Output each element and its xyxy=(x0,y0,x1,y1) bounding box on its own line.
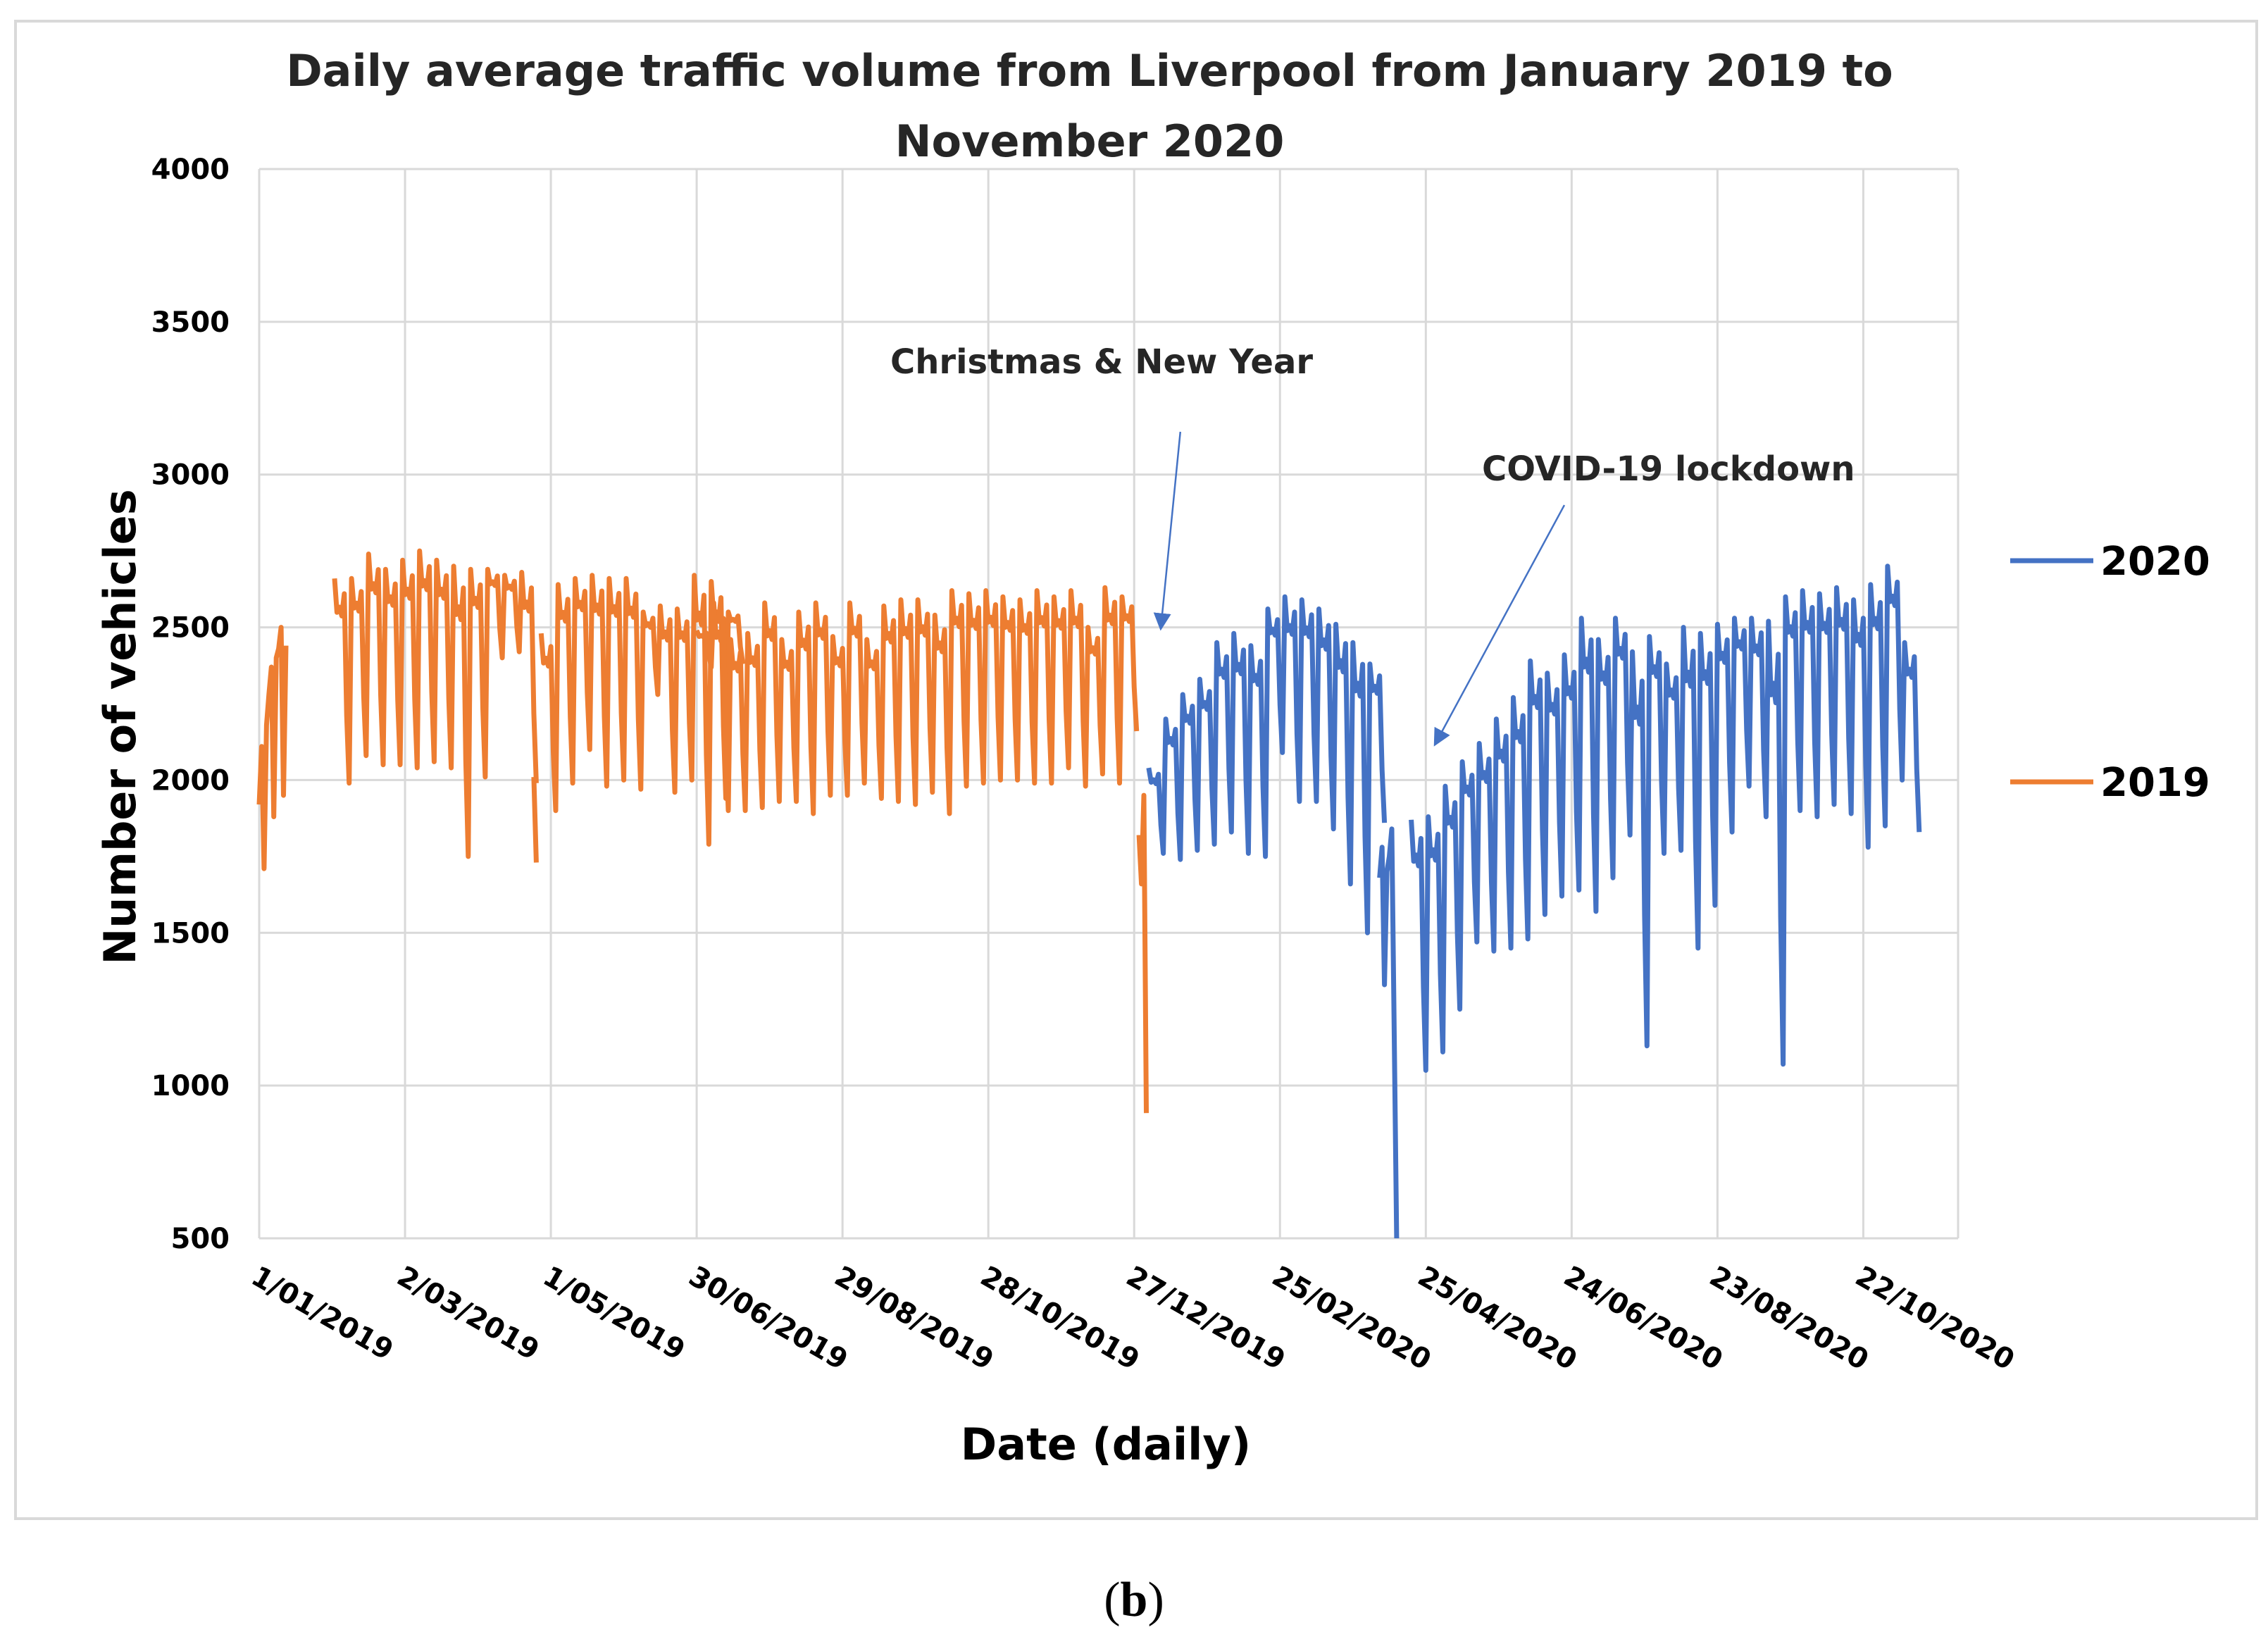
x-tick-label: 2/03/2019 xyxy=(392,1260,544,1367)
y-tick-label: 2000 xyxy=(151,764,230,797)
y-tick-label: 1000 xyxy=(151,1070,230,1102)
series-line-2019 xyxy=(538,573,746,847)
series-line-2020 xyxy=(1377,826,1400,1239)
x-tick-label: 25/04/2020 xyxy=(1412,1260,1582,1377)
x-tick-label: 27/12/2019 xyxy=(1121,1260,1290,1377)
series-2019 xyxy=(256,548,1149,1114)
annotation-arrow xyxy=(1153,431,1182,631)
x-tick-label: 25/02/2020 xyxy=(1266,1260,1436,1377)
x-axis-title: Date (daily) xyxy=(961,1419,1251,1470)
chart-title-line-2: November 2020 xyxy=(895,116,1285,167)
series-line-2020 xyxy=(1409,564,1922,1073)
chart-frame: Christmas & New Year COVID-19 lockdown 50… xyxy=(14,20,2258,1520)
figure-caption: (b) xyxy=(1104,1573,1164,1627)
series-2020 xyxy=(1146,564,1922,1239)
legend: 2020 2019 xyxy=(2010,539,2210,806)
annotation-arrow xyxy=(1433,504,1566,747)
x-tick-label: 24/06/2020 xyxy=(1558,1260,1728,1377)
series-line-2019 xyxy=(531,776,539,863)
y-tick-label: 500 xyxy=(171,1223,230,1255)
chart-title: Daily average traffic volume from Liverp… xyxy=(286,45,1893,167)
x-tick-label: 23/08/2020 xyxy=(1704,1260,1874,1377)
x-tick-label: 1/01/2019 xyxy=(246,1260,399,1367)
x-tick-label: 30/06/2019 xyxy=(683,1260,853,1377)
y-tick-label: 3000 xyxy=(151,459,230,492)
chart-title-line-1: Daily average traffic volume from Liverp… xyxy=(286,45,1893,97)
series-layer xyxy=(256,548,1922,1239)
y-axis-title: Number of vehicles xyxy=(94,489,146,964)
annotation-layer: Christmas & New Year COVID-19 lockdown xyxy=(890,342,1855,747)
y-tick-label: 2500 xyxy=(151,612,230,645)
series-line-2019 xyxy=(332,548,539,859)
annotation-text: COVID-19 lockdown xyxy=(1482,449,1855,489)
series-line-2019 xyxy=(1136,792,1149,1114)
chart-svg: Christmas & New Year COVID-19 lockdown 50… xyxy=(94,45,2210,1470)
series-line-2020 xyxy=(1146,594,1388,935)
series-line-2019 xyxy=(256,625,289,871)
x-tick-label: 22/10/2020 xyxy=(1850,1260,2019,1377)
gridlines xyxy=(258,168,1959,1240)
series-line-2019 xyxy=(694,585,1140,816)
x-tick-label: 29/08/2019 xyxy=(829,1260,999,1377)
legend-label-2020: 2020 xyxy=(2100,539,2210,585)
y-tick-label: 3500 xyxy=(151,306,230,339)
legend-label-2019: 2019 xyxy=(2100,760,2210,806)
x-tick-label: 1/05/2019 xyxy=(537,1260,690,1367)
x-tick-label: 28/10/2019 xyxy=(975,1260,1145,1377)
y-tick-label: 1500 xyxy=(151,917,230,950)
annotation-text: Christmas & New Year xyxy=(890,342,1313,382)
y-tick-label: 4000 xyxy=(151,154,230,186)
